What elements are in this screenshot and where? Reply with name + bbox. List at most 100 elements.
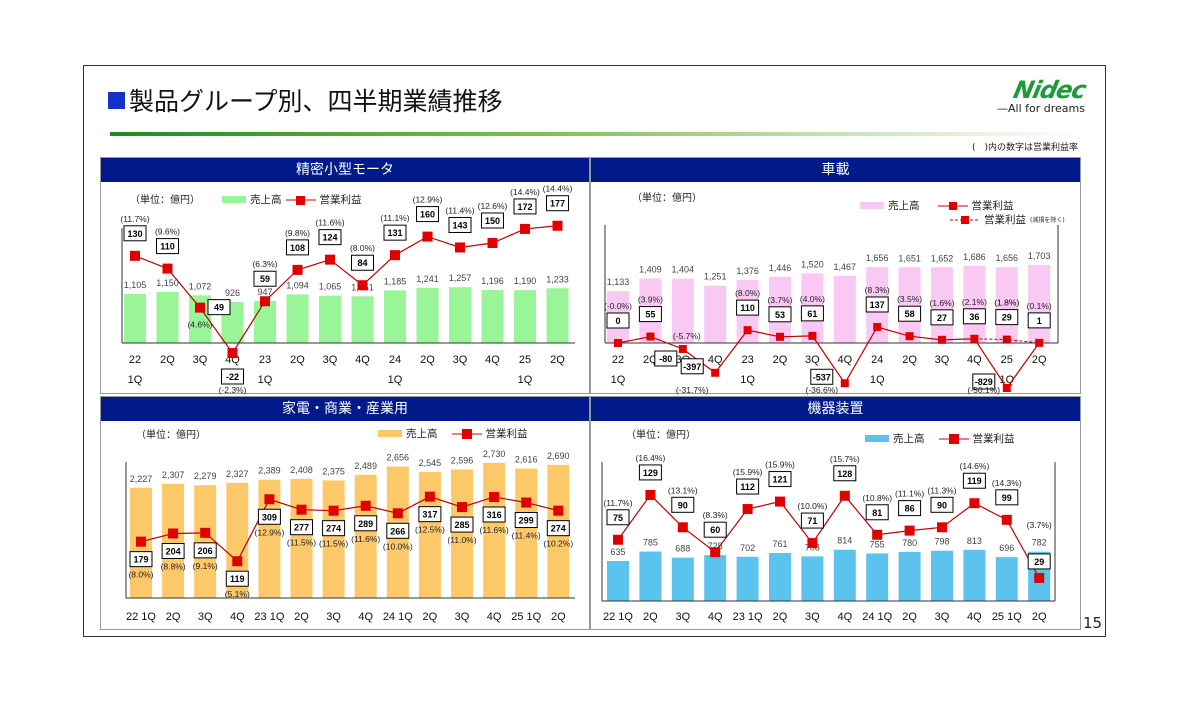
profit-marker — [711, 368, 720, 377]
sales-bar — [254, 300, 276, 343]
profit-marker — [710, 547, 721, 558]
profit-value-box — [286, 239, 309, 256]
profit-value-box — [671, 496, 695, 513]
profit-value-box — [680, 358, 704, 375]
profit-value: 274 — [551, 524, 566, 534]
sales-value-label: 2,656 — [387, 453, 410, 463]
panel-title: 家電・商業・産業用 — [101, 397, 589, 421]
sales-bar — [449, 287, 471, 343]
sales-bar — [898, 551, 921, 601]
category-label: 3Q — [935, 611, 950, 623]
profit-margin-label: (14.4%) — [510, 187, 540, 197]
profit-value: 75 — [613, 513, 623, 523]
sales-value-label: 1,404 — [672, 265, 695, 275]
sales-value-label: 2,408 — [290, 465, 313, 475]
profit-marker — [520, 223, 530, 234]
profit-marker — [904, 525, 915, 536]
sales-bar — [833, 549, 856, 601]
profit-margin-label: (11.0%) — [447, 535, 476, 545]
profit-marker — [646, 332, 655, 341]
panel-title: 機器装置 — [591, 397, 1080, 421]
profit-marker — [328, 505, 339, 516]
profit-marker — [970, 334, 979, 343]
profit-value-box — [768, 471, 792, 488]
profit-value-box — [450, 516, 474, 533]
profit-value: -397 — [683, 362, 701, 372]
sales-bar — [704, 285, 727, 343]
sales-bar — [481, 289, 504, 343]
profit-value-box — [972, 373, 996, 390]
profit-margin-label: (-5.7%) — [673, 331, 701, 341]
category-label: 3Q — [453, 354, 468, 366]
profit-margin-label: (2.1%) — [962, 297, 987, 307]
profit-value: 172 — [517, 202, 532, 212]
profit-marker — [614, 339, 622, 347]
profit-marker — [390, 250, 400, 261]
profit-value: 27 — [937, 313, 947, 323]
legend: 売上高 営業利益 — [860, 198, 1014, 213]
sales-value-label: 1,446 — [769, 263, 792, 273]
profit-marker — [645, 489, 656, 500]
profit-margin-label: (12.9%) — [413, 195, 443, 205]
profit-value: 71 — [807, 516, 817, 526]
profit-margin-label: (10.2%) — [543, 539, 573, 549]
panel-title: 車載 — [591, 158, 1080, 182]
profit-value-box — [800, 305, 824, 322]
sales-value-label: 2,279 — [194, 471, 217, 481]
sales-bar — [514, 290, 536, 343]
profit-margin-label: (11.4%) — [512, 531, 541, 541]
category-label: 25 — [519, 354, 531, 366]
sales-value-label: 2,616 — [515, 455, 538, 465]
profit-marker — [357, 280, 368, 291]
profit-marker — [392, 508, 403, 519]
category-label: 2Q — [294, 611, 309, 623]
profit-value-box — [962, 472, 986, 489]
sales-value-label: 1,196 — [481, 276, 504, 286]
category-label: 1Q — [740, 374, 755, 386]
legend-sales: 売上高 — [250, 194, 282, 206]
category-label: 22 1Q — [126, 611, 156, 623]
sales-value-label: 1,105 — [124, 280, 147, 290]
profit-value: 137 — [870, 300, 885, 310]
profit-value-box — [546, 195, 569, 212]
legend-sales: 売上高 — [888, 200, 920, 212]
profit-value-box — [482, 506, 506, 523]
profit-margin-label: (15.7%) — [830, 454, 860, 464]
profit-value: 36 — [969, 312, 979, 322]
profit-value-box — [736, 299, 760, 316]
profit-excl-marker — [1002, 335, 1011, 344]
profit-value: 143 — [452, 220, 467, 230]
profit-margin-label: (9.1%) — [193, 561, 218, 571]
profit-line — [617, 494, 1040, 579]
category-label: 22 — [129, 354, 141, 366]
sales-value-label: 1,703 — [1028, 251, 1051, 261]
profit-value: -537 — [813, 372, 831, 382]
profit-margin-label: (11.6%) — [315, 218, 344, 228]
profit-margin-label: (8.0%) — [735, 288, 760, 298]
profit-value-box — [865, 296, 889, 313]
category-label: 2Q — [643, 611, 658, 623]
sales-value-label: 2,489 — [354, 461, 377, 471]
category-label: 4Q — [485, 354, 500, 366]
sales-value-label: 814 — [837, 536, 852, 546]
sales-value-label: 696 — [999, 543, 1014, 553]
category-label: 3Q — [193, 354, 208, 366]
profit-value: 266 — [390, 526, 405, 536]
sales-value-label: 2,596 — [451, 455, 474, 465]
sales-value-label: 1,185 — [384, 276, 407, 286]
legend-sales: 売上高 — [893, 433, 925, 445]
profit-margin-label: (11.4%) — [445, 205, 474, 215]
sales-value-label: 947 — [257, 287, 272, 297]
category-label: 1Q — [128, 374, 143, 386]
profit-marker — [360, 500, 371, 511]
profit-value: -22 — [226, 372, 239, 382]
profit-marker — [1002, 384, 1011, 392]
sales-value-label: 1,520 — [801, 259, 824, 269]
profit-value-box — [386, 522, 410, 539]
profit-marker — [130, 250, 140, 261]
category-label: 3Q — [323, 354, 338, 366]
profit-value: 129 — [643, 468, 658, 478]
legend-sales: 売上高 — [406, 428, 438, 440]
profit-marker — [455, 242, 465, 253]
